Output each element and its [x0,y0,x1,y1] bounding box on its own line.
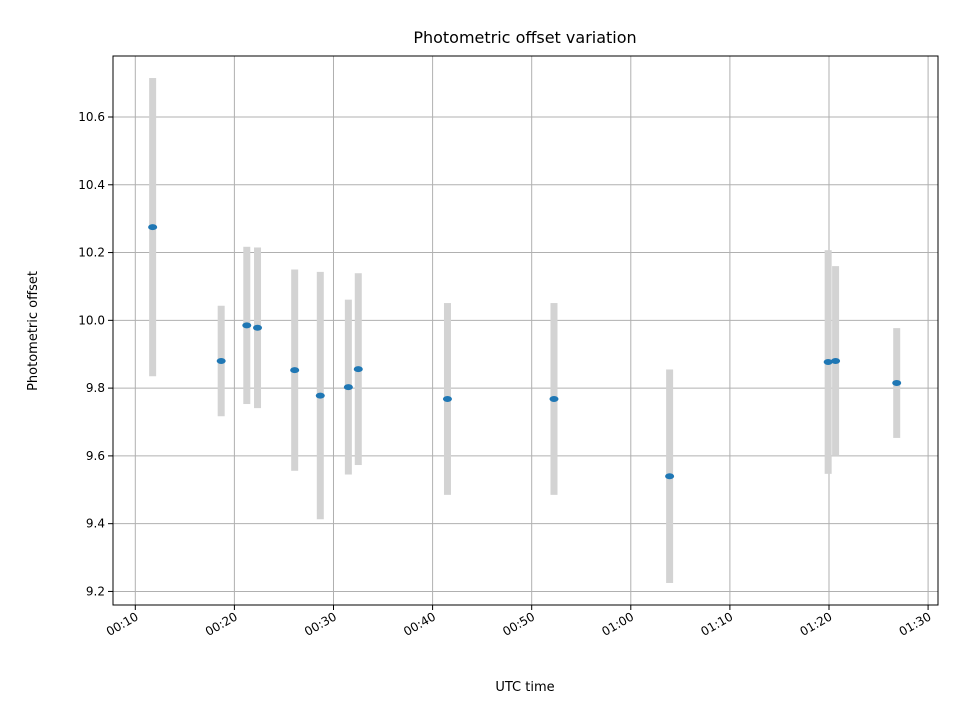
data-point [823,359,833,366]
data-point [242,322,252,329]
data-point [216,358,226,364]
data-point [148,224,158,231]
x-tick-label: 01:30 [897,609,934,638]
data-point [343,384,353,391]
x-tick-label: 00:50 [500,609,537,638]
y-tick-label: 9.6 [86,449,105,463]
x-tick-label: 01:00 [599,609,636,638]
x-tick-label: 01:20 [798,609,835,638]
y-tick-label: 10.2 [78,246,105,260]
grid-lines [113,56,938,605]
axis-ticks: 00:10 00:20 00:30 00:40 00:50 01:00 01:10 01:20… [78,110,933,639]
x-axis-label: UTC time [495,680,554,695]
data-point [892,380,902,387]
x-tick-label: 01:10 [698,609,735,638]
y-tick-label: 10.0 [78,313,105,327]
error-bars [149,78,901,583]
y-tick-label: 9.8 [86,381,105,395]
data-points [148,224,902,480]
y-axis-label: Photometric offset [26,271,41,391]
data-point [290,367,300,374]
y-tick-label: 9.2 [86,584,105,598]
data-point [831,358,841,364]
data-point [549,395,559,402]
data-point [253,324,263,331]
plot-frame [112,55,939,606]
y-tick-label: 10.4 [78,178,105,192]
data-point [353,366,363,373]
x-tick-label: 00:40 [401,609,438,638]
y-tick-label: 10.6 [78,110,105,124]
x-tick-label: 00:10 [104,609,141,638]
data-point [315,392,325,399]
y-tick-label: 9.4 [86,517,105,531]
x-tick-label: 00:30 [302,609,339,638]
chart-title: Photometric offset variation [413,28,636,47]
data-point [665,473,675,480]
data-point [442,395,452,402]
x-tick-label: 00:20 [203,609,240,638]
